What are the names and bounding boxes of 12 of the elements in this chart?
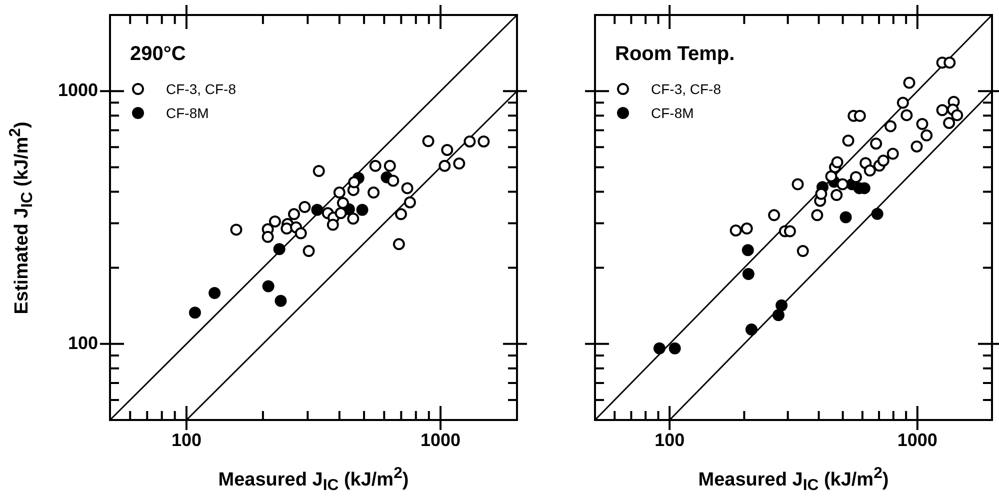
annotation: 290°C	[130, 43, 186, 66]
legend-label: CF-3, CF-8	[651, 81, 721, 97]
x-tick-label: 100	[654, 430, 685, 450]
x-tick-label: 1000	[420, 430, 461, 450]
legend-label: CF-8M	[651, 105, 694, 121]
x-axis-title: Measured J$_{IC}$ (kJ/m$^{2}$)	[698, 465, 889, 496]
legend-label: CF-8M	[166, 105, 209, 121]
x-tick-label: 1000	[897, 430, 938, 450]
x-tick-label: 100	[171, 430, 202, 450]
legend-label: CF-3, CF-8	[166, 81, 236, 97]
annotation: Room Temp.	[615, 43, 735, 66]
x-axis-title: Measured J$_{IC}$ (kJ/m$^{2}$)	[218, 465, 409, 496]
